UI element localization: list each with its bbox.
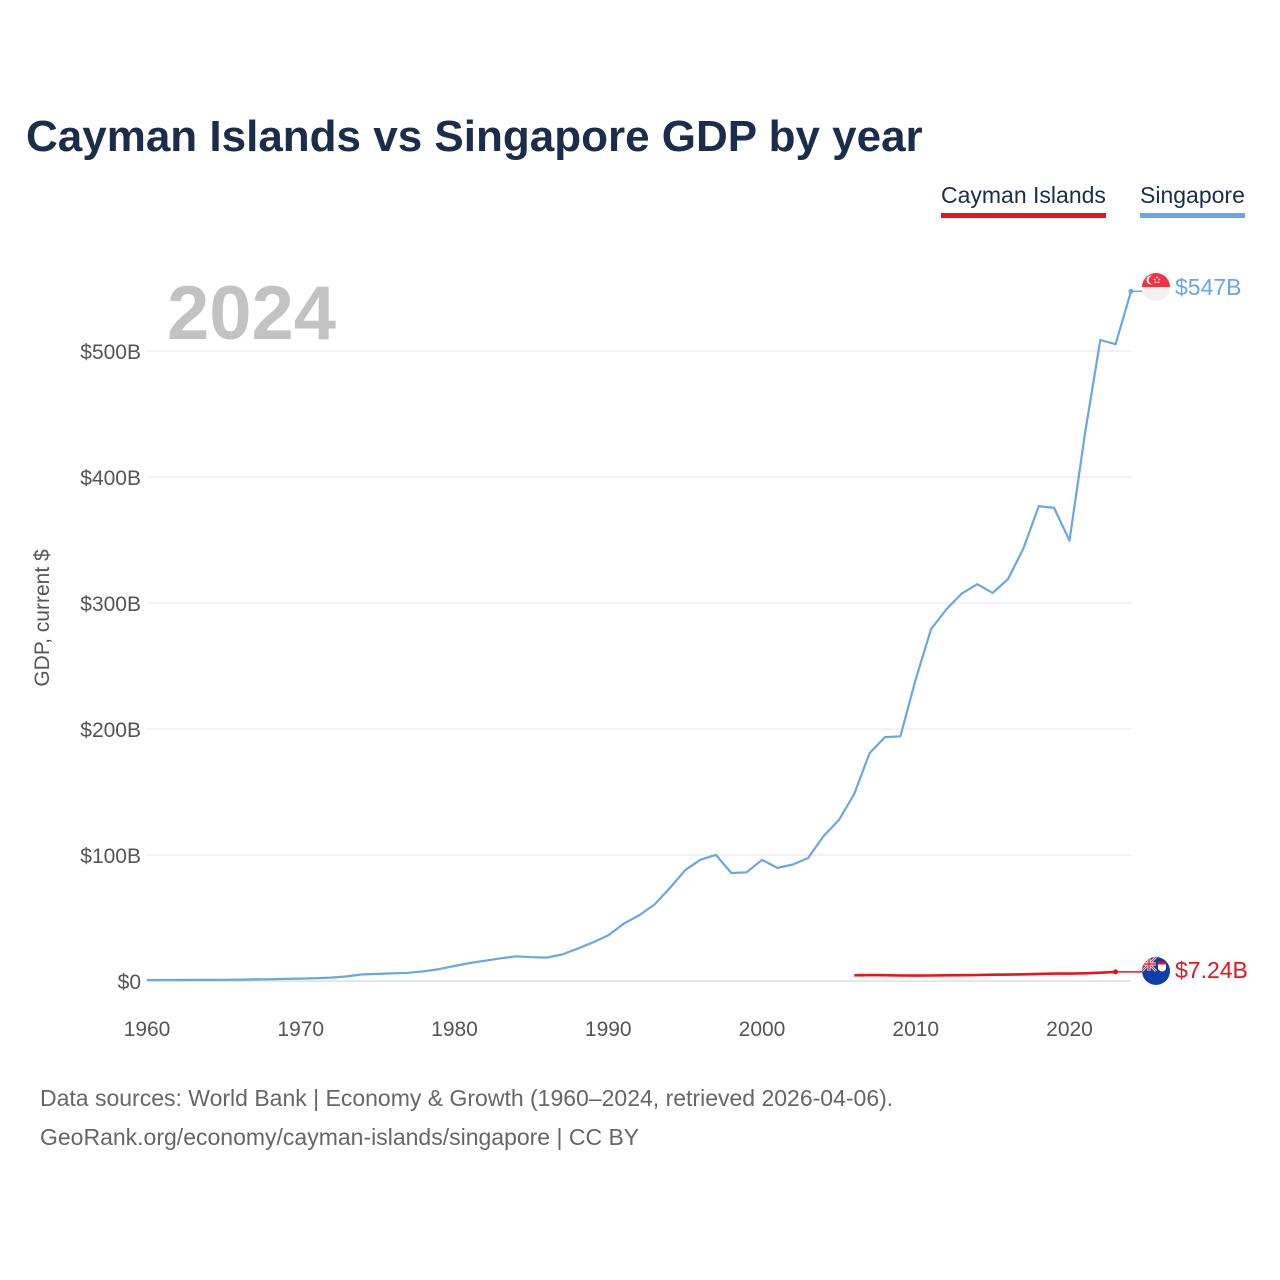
footer-sources: Data sources: World Bank | Economy & Gro… — [40, 1085, 894, 1111]
series-line-singapore — [146, 290, 1133, 982]
singapore-flag-icon — [1142, 273, 1170, 301]
singapore-end-value: $547B — [1175, 274, 1242, 300]
x-tick-label: 1980 — [431, 1018, 478, 1041]
legend-item-cayman-islands[interactable]: Cayman Islands — [941, 182, 1106, 218]
year-label: 2024 — [167, 271, 336, 356]
x-tick-label: 2010 — [892, 1018, 939, 1041]
x-axis-ticks: 1960 1970 1980 1990 2000 2010 2020 — [124, 1018, 1093, 1041]
x-tick-label: 1960 — [124, 1018, 171, 1041]
legend-item-singapore[interactable]: Singapore — [1140, 182, 1245, 218]
y-tick-label: $400B — [80, 467, 141, 490]
y-tick-label: $200B — [80, 719, 141, 742]
y-tick-label: $0 — [118, 971, 141, 994]
series-line-cayman-islands — [854, 970, 1116, 977]
gdp-line-chart: $0 $100B $200B $300B $400B $500B 1960 1970 1980… — [31, 271, 1248, 1041]
y-tick-label: $300B — [80, 593, 141, 616]
cayman-islands-end-value: $7.24B — [1175, 957, 1248, 983]
footer-attribution: GeoRank.org/economy/cayman-islands/singa… — [40, 1124, 640, 1150]
end-point — [1128, 288, 1134, 294]
cayman-islands-flag-icon — [1142, 957, 1170, 985]
y-axis-ticks: $0 $100B $200B $300B $400B $500B — [80, 341, 141, 994]
x-tick-label: 1990 — [585, 1018, 632, 1041]
grid-lines — [147, 350, 1131, 982]
series-lines — [146, 288, 1142, 982]
chart-title: Cayman Islands vs Singapore GDP by year — [26, 112, 923, 161]
x-tick-label: 2000 — [739, 1018, 786, 1041]
y-axis-label: GDP, current $ — [31, 549, 54, 687]
x-tick-label: 1970 — [277, 1018, 324, 1041]
y-tick-label: $500B — [80, 341, 141, 364]
x-tick-label: 2020 — [1046, 1018, 1093, 1041]
y-tick-label: $100B — [80, 845, 141, 868]
end-point — [1113, 969, 1119, 975]
